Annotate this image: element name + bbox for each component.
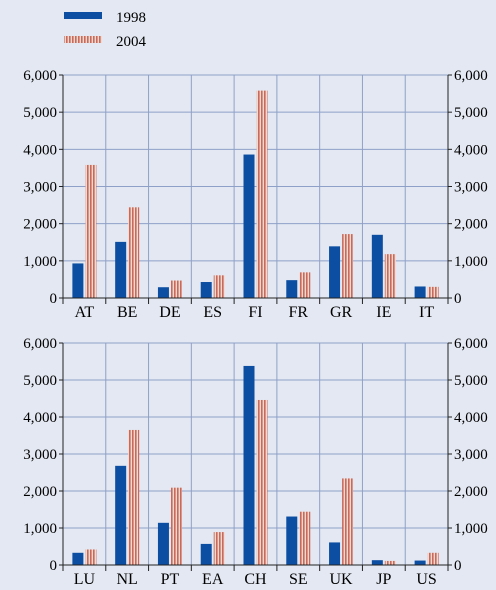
y-tick-label-left: 5,000 xyxy=(23,105,57,121)
bar-2004-LU xyxy=(85,549,97,565)
bar-2004-NL xyxy=(128,429,140,565)
bar-2004-FR xyxy=(299,272,311,298)
y-tick-label-right: 1,000 xyxy=(454,254,488,270)
chart-panel-top: 0 0 1,000 1,000 2,000 2,000 3,000 3,000 4,000 4,0… xyxy=(23,68,488,321)
x-tick-label-UK: UK xyxy=(330,571,354,588)
bar-2004-PT xyxy=(170,487,182,565)
x-tick-label-FR: FR xyxy=(288,304,308,321)
x-tick-label-PT: PT xyxy=(161,571,180,588)
y-tick-label-right: 4,000 xyxy=(454,142,488,158)
y-tick-label-left: 3,000 xyxy=(23,447,57,463)
bar-2004-BE xyxy=(128,207,140,298)
bar-2004-CH xyxy=(256,399,268,565)
bar-1998-CH xyxy=(243,365,255,565)
bar-2004-GR xyxy=(342,234,354,298)
legend-label-1998: 1998 xyxy=(116,10,146,26)
bar-1998-US xyxy=(414,560,426,565)
y-tick-label-left: 6,000 xyxy=(23,336,57,352)
x-tick-label-SE: SE xyxy=(289,571,308,588)
legend-item-1998: 1998 xyxy=(64,10,146,26)
x-tick-label-NL: NL xyxy=(117,571,138,588)
x-tick-label-EA: EA xyxy=(202,571,224,588)
bar-1998-UK xyxy=(329,542,341,565)
y-tick-label-left: 2,000 xyxy=(23,484,57,500)
x-tick-label-CH: CH xyxy=(244,571,267,588)
y-tick-label-left: 3,000 xyxy=(23,180,57,196)
x-tick-label-IE: IE xyxy=(376,304,391,321)
y-tick-label-left: 0 xyxy=(50,291,58,307)
bar-1998-BE xyxy=(115,241,127,298)
x-tick-label-BE: BE xyxy=(117,304,137,321)
bar-1998-NL xyxy=(115,465,127,565)
bar-2004-UK xyxy=(342,478,354,565)
y-tick-label-left: 1,000 xyxy=(23,254,57,270)
bar-1998-IE xyxy=(371,234,383,298)
bar-2004-SE xyxy=(299,511,311,565)
x-tick-label-FI: FI xyxy=(248,304,262,321)
bar-2004-US xyxy=(427,552,439,565)
legend-item-2004: 2004 xyxy=(64,34,147,50)
bar-1998-GR xyxy=(329,246,341,298)
legend-swatch-2004 xyxy=(64,36,102,43)
bar-1998-AT xyxy=(72,263,84,298)
bar-1998-FR xyxy=(286,280,298,298)
x-tick-label-JP: JP xyxy=(376,571,391,588)
y-tick-label-right: 3,000 xyxy=(454,447,488,463)
y-tick-label-right: 3,000 xyxy=(454,180,488,196)
y-tick-label-left: 0 xyxy=(50,558,58,574)
y-tick-label-right: 0 xyxy=(454,558,462,574)
y-tick-label-right: 6,000 xyxy=(454,336,488,352)
x-tick-label-DE: DE xyxy=(159,304,180,321)
y-tick-label-left: 4,000 xyxy=(23,410,57,426)
bar-1998-SE xyxy=(286,516,298,565)
y-tick-label-right: 1,000 xyxy=(454,521,488,537)
y-tick-label-left: 4,000 xyxy=(23,142,57,158)
y-tick-label-right: 4,000 xyxy=(454,410,488,426)
bar-1998-DE xyxy=(157,287,169,298)
bar-2004-DE xyxy=(170,280,182,298)
bar-2004-AT xyxy=(85,164,97,298)
legend-label-2004: 2004 xyxy=(116,34,147,50)
bar-1998-PT xyxy=(157,522,169,565)
y-tick-label-left: 5,000 xyxy=(23,373,57,389)
y-tick-label-right: 6,000 xyxy=(454,68,488,84)
bar-1998-ES xyxy=(200,282,212,298)
y-tick-label-right: 2,000 xyxy=(454,217,488,233)
y-tick-label-right: 5,000 xyxy=(454,373,488,389)
x-tick-label-LU: LU xyxy=(74,571,96,588)
chart-panel-bottom: 0 0 1,000 1,000 2,000 2,000 3,000 3,000 4,000 4,0… xyxy=(23,336,488,588)
bar-1998-LU xyxy=(72,552,84,565)
bar-1998-FI xyxy=(243,154,255,298)
x-tick-label-ES: ES xyxy=(203,304,222,321)
bar-2004-IT xyxy=(427,286,439,298)
y-tick-label-left: 1,000 xyxy=(23,521,57,537)
x-tick-label-US: US xyxy=(416,571,436,588)
y-tick-label-right: 2,000 xyxy=(454,484,488,500)
x-tick-label-IT: IT xyxy=(419,304,434,321)
x-tick-label-AT: AT xyxy=(75,304,95,321)
y-tick-label-left: 2,000 xyxy=(23,217,57,233)
bar-2004-EA xyxy=(213,532,225,565)
bar-1998-JP xyxy=(371,560,383,565)
legend-swatch-1998 xyxy=(64,12,102,19)
y-tick-label-right: 0 xyxy=(454,291,462,307)
bar-2004-FI xyxy=(256,90,268,298)
bar-1998-EA xyxy=(200,543,212,565)
bar-1998-IT xyxy=(414,286,426,298)
bar-2004-JP xyxy=(384,560,396,565)
y-tick-label-right: 5,000 xyxy=(454,105,488,121)
y-tick-label-left: 6,000 xyxy=(23,68,57,84)
bar-2004-ES xyxy=(213,275,225,298)
x-tick-label-GR: GR xyxy=(330,304,353,321)
bar-2004-IE xyxy=(384,254,396,298)
legend: 1998 2004 xyxy=(64,10,147,50)
